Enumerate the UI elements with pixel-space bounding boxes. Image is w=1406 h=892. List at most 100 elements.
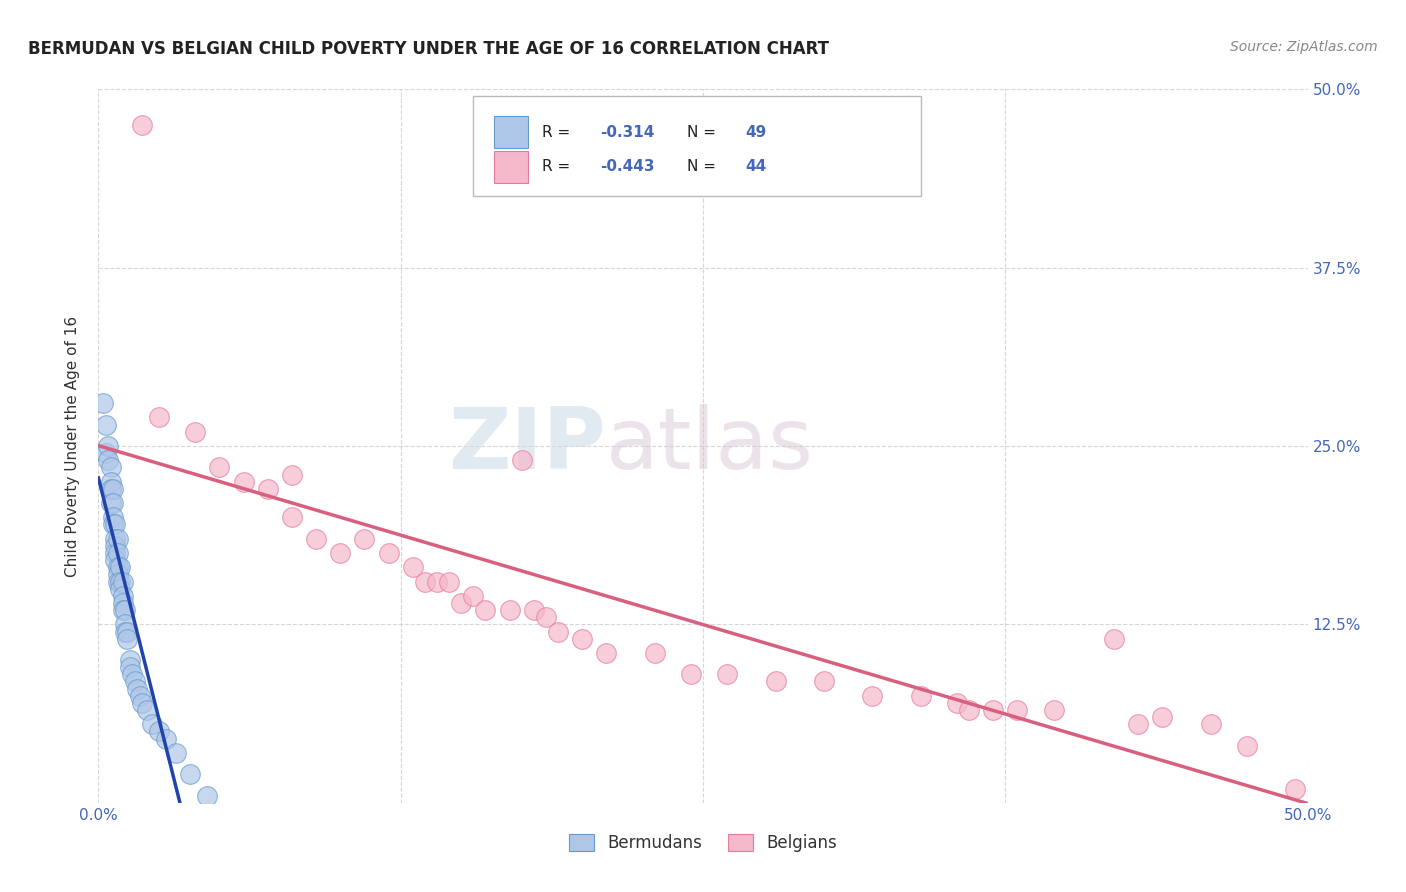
Point <box>104 517 127 532</box>
Point <box>1128 717 1150 731</box>
Point <box>208 460 231 475</box>
Text: -0.314: -0.314 <box>600 125 655 140</box>
Point <box>111 596 134 610</box>
Point <box>765 674 787 689</box>
Point <box>523 603 546 617</box>
Point <box>114 603 136 617</box>
Point <box>117 632 139 646</box>
Text: Source: ZipAtlas.com: Source: ZipAtlas.com <box>1230 40 1378 54</box>
Point <box>100 475 122 489</box>
Point <box>595 646 617 660</box>
Point <box>437 574 460 589</box>
Point <box>413 574 436 589</box>
Point <box>104 532 127 546</box>
Point <box>121 667 143 681</box>
Point <box>195 789 218 803</box>
Point <box>402 560 425 574</box>
Y-axis label: Child Poverty Under the Age of 16: Child Poverty Under the Age of 16 <box>65 316 80 576</box>
Point <box>813 674 835 689</box>
Point <box>426 574 449 589</box>
Point <box>571 632 593 646</box>
Point <box>184 425 207 439</box>
Point <box>100 496 122 510</box>
Text: N =: N = <box>688 125 721 140</box>
Point <box>135 703 157 717</box>
FancyBboxPatch shape <box>494 151 527 183</box>
Text: N =: N = <box>688 159 721 174</box>
Point <box>1199 717 1222 731</box>
Point <box>107 546 129 560</box>
Point <box>107 567 129 582</box>
Point <box>534 610 557 624</box>
Point <box>281 510 304 524</box>
Point <box>256 482 278 496</box>
Point <box>353 532 375 546</box>
Point <box>305 532 328 546</box>
Point <box>108 582 131 596</box>
Point <box>101 517 124 532</box>
Point <box>860 689 883 703</box>
Point <box>101 510 124 524</box>
Point <box>131 118 153 132</box>
Point <box>1102 632 1125 646</box>
Point <box>107 560 129 574</box>
FancyBboxPatch shape <box>494 116 527 148</box>
Text: R =: R = <box>543 125 575 140</box>
Point <box>104 553 127 567</box>
Point <box>111 589 134 603</box>
Point <box>107 574 129 589</box>
Point <box>94 417 117 432</box>
Point <box>981 703 1004 717</box>
Point <box>1152 710 1174 724</box>
Point <box>148 410 170 425</box>
Point <box>463 589 485 603</box>
Point <box>127 681 149 696</box>
Point <box>100 460 122 475</box>
Point <box>128 689 150 703</box>
Legend: Bermudans, Belgians: Bermudans, Belgians <box>562 827 844 859</box>
Point <box>101 496 124 510</box>
Point <box>946 696 969 710</box>
Point <box>957 703 980 717</box>
Point <box>1007 703 1029 717</box>
Text: -0.443: -0.443 <box>600 159 655 174</box>
Point <box>118 653 141 667</box>
Point <box>232 475 254 489</box>
Point <box>377 546 399 560</box>
Point <box>179 767 201 781</box>
Point <box>281 467 304 482</box>
Text: ZIP: ZIP <box>449 404 606 488</box>
Point <box>117 624 139 639</box>
Point <box>1236 739 1258 753</box>
Point <box>108 574 131 589</box>
Point <box>111 574 134 589</box>
Point <box>165 746 187 760</box>
Point <box>114 617 136 632</box>
Point <box>679 667 702 681</box>
Point <box>118 660 141 674</box>
Text: atlas: atlas <box>606 404 814 488</box>
Point <box>910 689 932 703</box>
Point <box>97 453 120 467</box>
Point <box>108 560 131 574</box>
Point <box>474 603 496 617</box>
Point <box>97 439 120 453</box>
Point <box>104 546 127 560</box>
Point <box>94 446 117 460</box>
Point <box>547 624 569 639</box>
Point <box>114 624 136 639</box>
Point <box>498 603 520 617</box>
Point <box>716 667 738 681</box>
Text: R =: R = <box>543 159 575 174</box>
Point <box>148 724 170 739</box>
Point <box>1284 781 1306 796</box>
Point <box>101 482 124 496</box>
Point <box>1042 703 1064 717</box>
Point <box>141 717 163 731</box>
FancyBboxPatch shape <box>474 96 921 196</box>
Point <box>104 539 127 553</box>
Point <box>155 731 177 746</box>
Point <box>124 674 146 689</box>
Text: BERMUDAN VS BELGIAN CHILD POVERTY UNDER THE AGE OF 16 CORRELATION CHART: BERMUDAN VS BELGIAN CHILD POVERTY UNDER … <box>28 40 830 58</box>
Point <box>111 603 134 617</box>
